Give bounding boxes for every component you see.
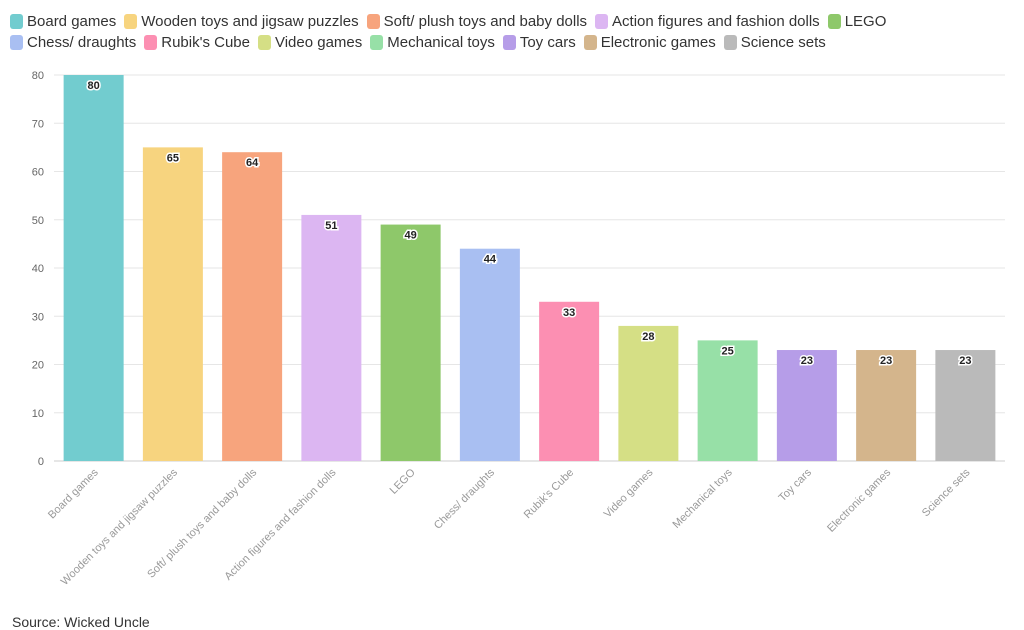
legend-item[interactable]: Video games — [257, 34, 363, 51]
y-tick-label: 70 — [32, 118, 44, 130]
x-tick-label: Video games — [602, 466, 656, 520]
legend-swatch — [502, 35, 516, 50]
legend-swatch — [370, 35, 384, 50]
legend-item[interactable]: Science sets — [723, 34, 826, 51]
legend-item[interactable]: Chess/ draughts — [10, 34, 136, 51]
y-tick-label: 50 — [32, 215, 44, 227]
legend-item[interactable]: Wooden toys and jigsaw puzzles — [124, 13, 359, 30]
legend-label: Wooden toys and jigsaw puzzles — [141, 13, 359, 30]
legend-swatch — [827, 14, 841, 29]
legend-label: LEGO — [844, 13, 887, 30]
legend-item[interactable]: Mechanical toys — [370, 34, 495, 51]
bar — [697, 340, 758, 461]
x-tick-label: Toy cars — [777, 466, 815, 504]
bar — [380, 224, 441, 461]
legend-swatch — [10, 35, 23, 50]
data-label: 23 — [880, 355, 892, 367]
y-tick-label: 30 — [32, 311, 44, 323]
data-label: 65 — [167, 152, 179, 164]
source-note: Source: Wicked Uncle — [12, 614, 150, 630]
legend-label: Board games — [27, 13, 117, 30]
bar — [142, 147, 203, 461]
legend-item[interactable]: Rubik's Cube — [144, 34, 250, 51]
data-label: 28 — [642, 331, 654, 343]
legend-swatch — [124, 14, 138, 29]
bar — [539, 301, 600, 461]
data-label: 80 — [88, 80, 100, 92]
legend-label: Action figures and fashion dolls — [612, 13, 820, 30]
legend-label: Toy cars — [519, 34, 576, 51]
y-tick-label: 20 — [32, 360, 44, 372]
x-tick-label: Science sets — [920, 466, 973, 519]
data-label: 23 — [801, 355, 813, 367]
legend-item[interactable]: Toy cars — [502, 34, 576, 51]
legend: Board games Wooden toys and jigsaw puzzle… — [10, 13, 1010, 51]
legend-label: Rubik's Cube — [161, 34, 250, 51]
x-tick-label: Electronic games — [825, 466, 893, 534]
bar — [935, 350, 996, 461]
y-tick-label: 40 — [32, 263, 44, 275]
legend-label: Soft/ plush toys and baby dolls — [383, 13, 588, 30]
bar — [459, 248, 520, 461]
legend-label: Electronic games — [600, 34, 716, 51]
legend-item[interactable]: Action figures and fashion dolls — [595, 13, 820, 30]
y-tick-label: 80 — [32, 70, 44, 82]
y-tick-label: 60 — [32, 167, 44, 179]
legend-item[interactable]: LEGO — [827, 13, 887, 30]
legend-swatch — [723, 35, 737, 50]
bar — [776, 350, 837, 461]
legend-swatch — [595, 14, 609, 29]
data-label: 23 — [959, 355, 971, 367]
y-tick-label: 10 — [32, 408, 44, 420]
x-tick-label: LEGO — [388, 466, 418, 496]
data-label: 51 — [325, 220, 337, 232]
legend-item[interactable]: Board games — [10, 13, 116, 30]
legend-swatch — [10, 14, 23, 29]
legend-item[interactable]: Soft/ plush toys and baby dolls — [366, 13, 588, 30]
bar — [618, 325, 679, 461]
x-tick-label: Board games — [46, 466, 101, 521]
x-tick-label: Rubik's Cube — [522, 467, 577, 522]
legend-swatch — [366, 14, 380, 29]
x-tick-label: Chess/ draughts — [432, 466, 497, 531]
legend-label: Video games — [274, 34, 363, 51]
legend-label: Science sets — [740, 34, 826, 51]
bar — [301, 214, 362, 461]
bar — [222, 152, 283, 461]
bar — [63, 75, 124, 461]
legend-label: Chess/ draughts — [27, 34, 137, 51]
legend-swatch — [144, 35, 158, 50]
x-tick-label: Mechanical toys — [670, 466, 735, 531]
legend-swatch — [583, 35, 597, 50]
data-label: 25 — [722, 345, 734, 357]
legend-swatch — [257, 35, 271, 50]
data-label: 64 — [246, 157, 259, 169]
bar — [856, 350, 917, 461]
legend-item[interactable]: Electronic games — [583, 34, 716, 51]
y-tick-label: 0 — [38, 456, 44, 468]
legend-label: Mechanical toys — [387, 34, 495, 51]
data-label: 49 — [405, 230, 417, 242]
data-label: 33 — [563, 307, 575, 319]
data-label: 44 — [484, 254, 497, 266]
